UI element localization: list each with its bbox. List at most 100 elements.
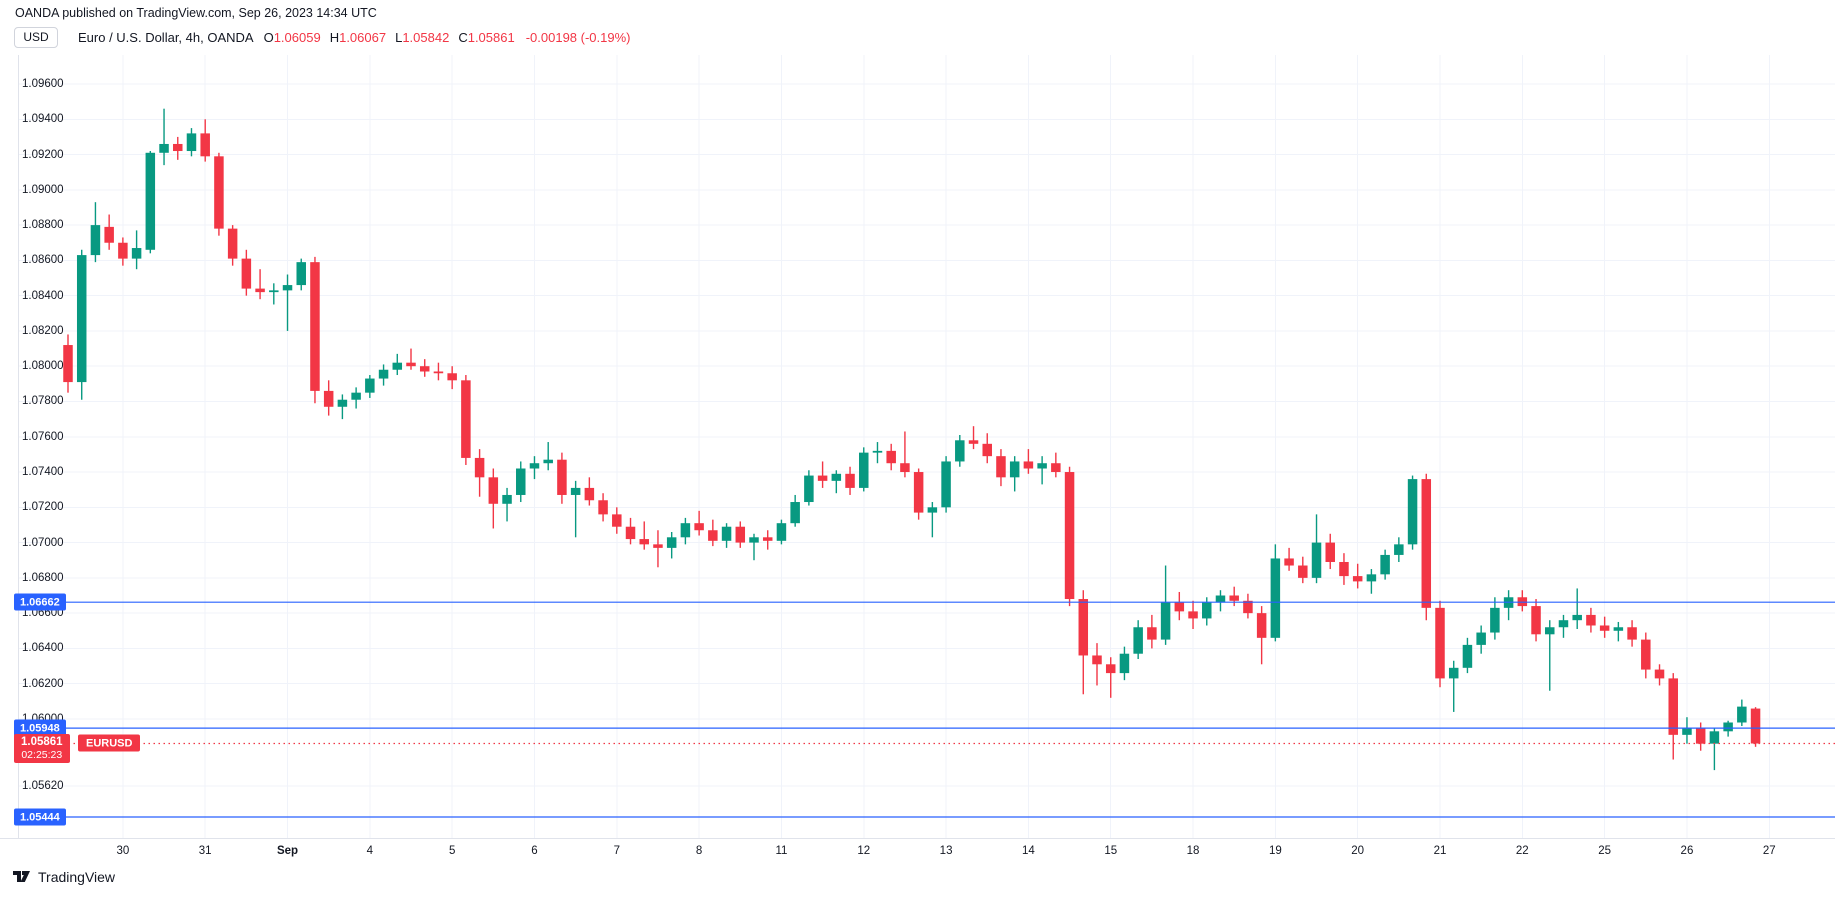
- candle: [474, 449, 485, 497]
- candle: [90, 202, 101, 263]
- candle: [1517, 590, 1528, 612]
- candle: [694, 510, 704, 536]
- price-tick-label: 1.09400: [22, 113, 64, 126]
- candle: [1545, 620, 1555, 691]
- time-tick-label: 15: [1104, 845, 1118, 857]
- candle: [1174, 591, 1185, 621]
- candle: [1325, 533, 1335, 570]
- candle: [200, 119, 210, 162]
- candle: [1599, 616, 1610, 638]
- candle: [1311, 514, 1322, 584]
- last-price-label: 1.05861 02:25:23: [14, 734, 70, 764]
- candle: [721, 523, 732, 548]
- level-price-label[interactable]: 1.05948: [14, 719, 66, 737]
- candle: [1682, 717, 1692, 744]
- candle: [419, 359, 430, 377]
- candle: [131, 230, 142, 270]
- footer-brand[interactable]: TradingView: [12, 867, 115, 886]
- candle: [488, 468, 499, 529]
- candle: [104, 214, 114, 250]
- candle: [584, 477, 595, 506]
- candle: [447, 366, 457, 390]
- time-tick-label: 26: [1680, 845, 1694, 857]
- candle: [1229, 586, 1239, 607]
- candle: [1531, 599, 1541, 642]
- price-tick-label: 1.07800: [22, 395, 64, 408]
- candle: [1243, 593, 1253, 619]
- level-price-label[interactable]: 1.06662: [14, 593, 66, 611]
- candle: [1051, 452, 1061, 478]
- candle: [1105, 657, 1116, 698]
- candle: [516, 461, 526, 503]
- candle: [227, 225, 238, 266]
- candle: [1476, 625, 1486, 654]
- candle: [1490, 597, 1500, 640]
- price-tick-label: 1.06800: [22, 571, 64, 584]
- candle: [598, 493, 608, 522]
- candle: [1284, 547, 1294, 571]
- candle: [1270, 544, 1281, 642]
- candle: [1298, 556, 1308, 584]
- price-tick-label: 1.07200: [22, 501, 64, 514]
- candle: [173, 136, 183, 160]
- price-tick-label: 1.08000: [22, 360, 64, 373]
- candle: [1695, 722, 1706, 751]
- candle: [269, 283, 279, 305]
- candle: [968, 426, 979, 450]
- price-tick-label: 1.08800: [22, 219, 64, 232]
- time-tick-label: 13: [939, 845, 953, 857]
- time-tick-label: 14: [1021, 845, 1035, 857]
- level-price-label[interactable]: 1.05444: [14, 808, 66, 826]
- symbol-tag[interactable]: EURUSD: [78, 734, 141, 752]
- brand-name: TradingView: [38, 868, 116, 885]
- candle: [1709, 727, 1720, 771]
- open-value: 1.06059: [273, 29, 321, 45]
- candle: [1750, 707, 1761, 747]
- candle: [625, 517, 636, 545]
- tradingview-logo-icon: [13, 871, 30, 882]
- time-tick-label: 22: [1515, 845, 1529, 857]
- price-tick-label: 1.08400: [22, 289, 64, 302]
- candle: [570, 480, 581, 538]
- price-tick-label: 1.08200: [22, 324, 64, 337]
- candle: [1627, 620, 1637, 647]
- open-label: O: [263, 29, 274, 45]
- currency-toggle-button[interactable]: USD: [14, 26, 58, 48]
- candle: [900, 431, 910, 478]
- candle: [1339, 553, 1349, 585]
- candle: [159, 108, 169, 166]
- candle: [502, 487, 512, 522]
- price-tick-label: 1.08600: [22, 254, 64, 267]
- candle: [392, 353, 403, 376]
- candle: [859, 447, 869, 492]
- symbol-title[interactable]: Euro / U.S. Dollar, 4h, OANDA: [78, 29, 254, 45]
- ohlc-values: O1.06059 H1.06067 L1.05842 C1.05861 -0.0…: [264, 30, 631, 45]
- candle: [282, 274, 293, 331]
- candle: [831, 470, 842, 494]
- candle: [749, 533, 759, 561]
- candle: [845, 466, 855, 495]
- candle: [406, 348, 416, 370]
- candle: [1572, 588, 1582, 630]
- candle: [1394, 537, 1404, 562]
- candle: [1078, 590, 1089, 695]
- candle: [790, 494, 800, 527]
- candle: [296, 258, 306, 291]
- candle: [1092, 643, 1102, 686]
- candle: [433, 362, 444, 381]
- candle: [1558, 614, 1569, 638]
- candle: [337, 394, 348, 420]
- grid: [18, 55, 1835, 838]
- candle: [351, 387, 361, 409]
- candle: [1448, 660, 1459, 712]
- candle: [186, 128, 197, 157]
- candle: [1641, 632, 1651, 679]
- candle: [145, 151, 156, 254]
- candle: [941, 456, 951, 513]
- publisher-note: OANDA published on TradingView.com, Sep …: [15, 6, 377, 20]
- candle: [1668, 673, 1678, 760]
- time-tick-label: 31: [198, 845, 212, 857]
- candle: [76, 249, 87, 400]
